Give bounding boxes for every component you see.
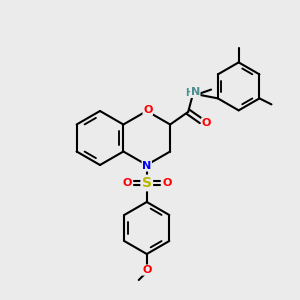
Text: S: S [142, 176, 152, 190]
Text: O: O [202, 118, 211, 128]
Text: N: N [191, 87, 200, 98]
Text: N: N [142, 161, 152, 171]
Text: O: O [143, 105, 152, 115]
Text: O: O [142, 265, 152, 275]
Text: O: O [122, 178, 131, 188]
Text: H: H [185, 88, 194, 98]
Text: O: O [162, 178, 172, 188]
